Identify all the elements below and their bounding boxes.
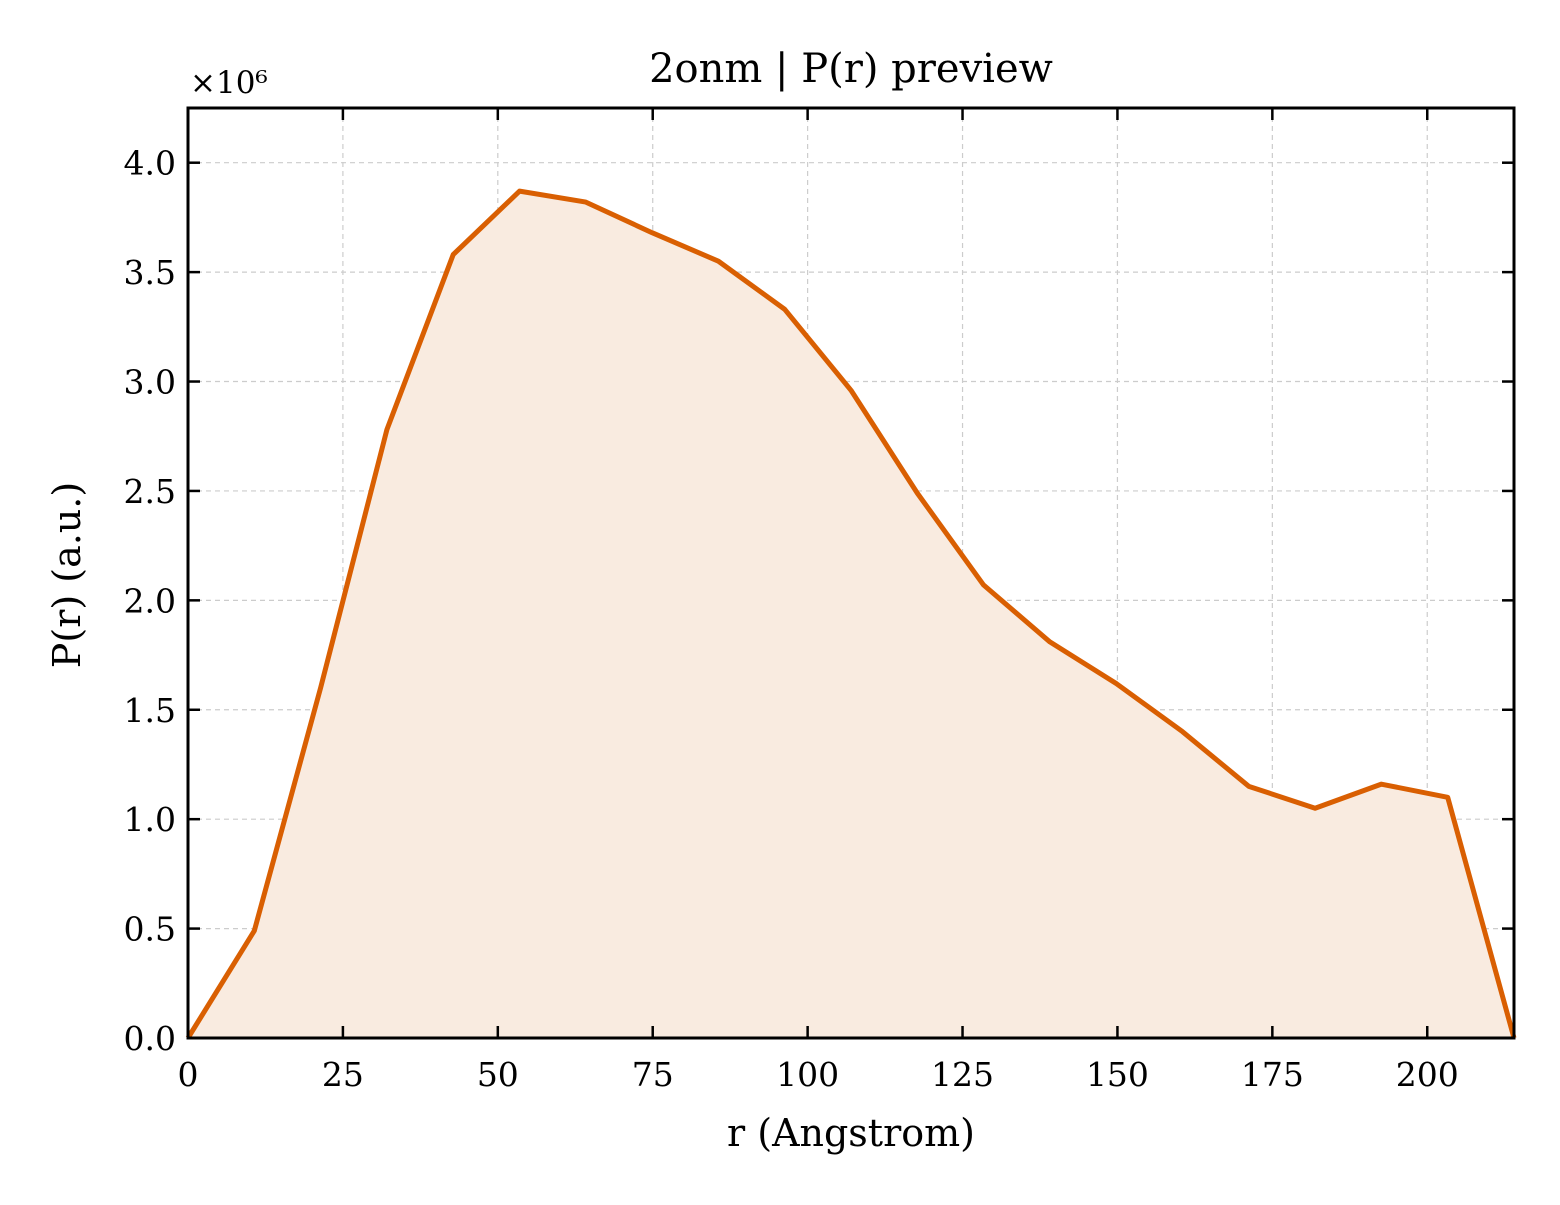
x-tick-label: 125 xyxy=(931,1055,994,1094)
y-tick-label: 0.0 xyxy=(124,1019,176,1058)
y-tick-label: 2.0 xyxy=(124,581,176,620)
y-tick-label: 0.5 xyxy=(124,910,176,949)
x-tick-label: 50 xyxy=(477,1055,519,1094)
x-tick-label: 100 xyxy=(776,1055,839,1094)
ticks xyxy=(186,108,1514,1040)
pr-series-line xyxy=(185,188,1517,1040)
y-tick-labels: 0.0 0.5 1.0 1.5 2.0 2.5 3.0 3.5 4.0 xyxy=(124,144,176,1058)
y-tick-label: 4.0 xyxy=(124,144,176,183)
x-tick-label: 25 xyxy=(322,1055,364,1094)
y-tick-label: 2.5 xyxy=(124,472,176,511)
line-layer xyxy=(185,188,1517,1040)
x-tick-label: 150 xyxy=(1086,1055,1149,1094)
x-tick-label: 0 xyxy=(178,1055,199,1094)
y-tick-label: 3.5 xyxy=(124,253,176,292)
y-axis-title: P(r) (a.u.) xyxy=(45,482,89,668)
plot-frame xyxy=(186,106,1516,1040)
x-tick-label: 75 xyxy=(632,1055,674,1094)
pr-area-fill xyxy=(188,191,1514,1038)
y-tick-label: 1.0 xyxy=(124,800,176,839)
x-tick-label: 200 xyxy=(1396,1055,1459,1094)
x-tick-labels: 0 25 50 75 100 125 150 175 200 xyxy=(178,1055,1459,1094)
x-tick-label: 175 xyxy=(1241,1055,1304,1094)
y-tick-label: 3.0 xyxy=(124,363,176,402)
y-offset-label: ×10⁶ xyxy=(190,65,268,101)
area-layer xyxy=(188,191,1514,1038)
y-tick-label: 1.5 xyxy=(124,691,176,730)
x-axis-title: r (Angstrom) xyxy=(727,1111,975,1155)
chart-title: 2onm | P(r) preview xyxy=(649,46,1053,92)
